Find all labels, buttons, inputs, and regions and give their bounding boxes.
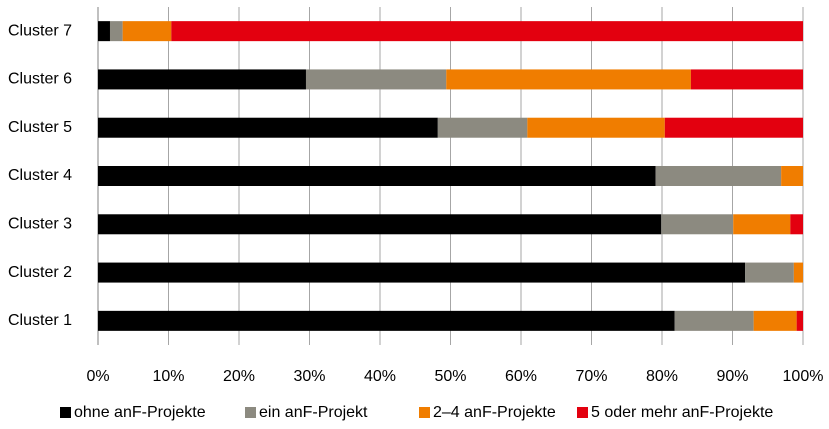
y-tick-label: Cluster 1 <box>8 312 72 329</box>
x-tick-label: 40% <box>364 368 396 385</box>
bar-segment <box>437 117 528 138</box>
legend-label: 5 oder mehr anF-Projekte <box>591 404 773 421</box>
x-tick-label: 50% <box>434 368 466 385</box>
legend-label: 2–4 anF-Projekte <box>433 404 556 421</box>
x-tick-label: 90% <box>716 368 748 385</box>
bar-segment <box>98 262 746 283</box>
x-tick-label: 70% <box>575 368 607 385</box>
y-tick-label: Cluster 4 <box>8 167 72 184</box>
bar-segment <box>745 262 794 283</box>
x-tick-label: 0% <box>86 368 109 385</box>
x-tick-label: 10% <box>152 368 184 385</box>
bar-segment <box>655 166 782 186</box>
bar-segment <box>98 214 662 235</box>
y-tick-label: Cluster 5 <box>8 119 72 136</box>
bar-segment <box>527 117 665 138</box>
y-tick-label: Cluster 2 <box>8 264 72 281</box>
bar-segment <box>122 21 172 42</box>
x-tick-label: 30% <box>293 368 325 385</box>
bar-segment <box>98 310 675 331</box>
x-tick-label: 100% <box>783 368 824 385</box>
x-tick-label: 20% <box>223 368 255 385</box>
bar-segment <box>733 214 791 235</box>
bar-segment <box>98 166 656 186</box>
y-tick-label: Cluster 6 <box>8 71 72 88</box>
x-tick-label: 60% <box>505 368 537 385</box>
bar-segment <box>98 69 306 90</box>
y-tick-label: Cluster 7 <box>8 22 72 39</box>
bar-segment <box>674 310 754 331</box>
legend-label: ohne anF-Projekte <box>74 404 206 421</box>
bar-segment <box>796 310 803 331</box>
y-tick-label: Cluster 3 <box>8 216 72 233</box>
bar-segment <box>661 214 734 235</box>
bar-segment <box>446 69 691 90</box>
bar-segment <box>753 310 797 331</box>
legend-swatch <box>419 407 430 418</box>
bar-segment <box>171 21 803 42</box>
bar-segment <box>790 214 803 235</box>
legend-swatch <box>245 407 256 418</box>
bar-segment <box>98 21 110 42</box>
legend-swatch <box>577 407 588 418</box>
bar-segment <box>98 117 438 138</box>
bar-segment <box>305 69 447 90</box>
bar-segment <box>664 117 803 138</box>
bar-segment <box>109 21 123 42</box>
bar-segment <box>690 69 803 90</box>
legend-label: ein anF-Projekt <box>259 404 368 421</box>
x-tick-label: 80% <box>646 368 678 385</box>
legend-swatch <box>60 407 71 418</box>
bar-segment <box>781 166 803 186</box>
bar-segment <box>793 262 803 283</box>
